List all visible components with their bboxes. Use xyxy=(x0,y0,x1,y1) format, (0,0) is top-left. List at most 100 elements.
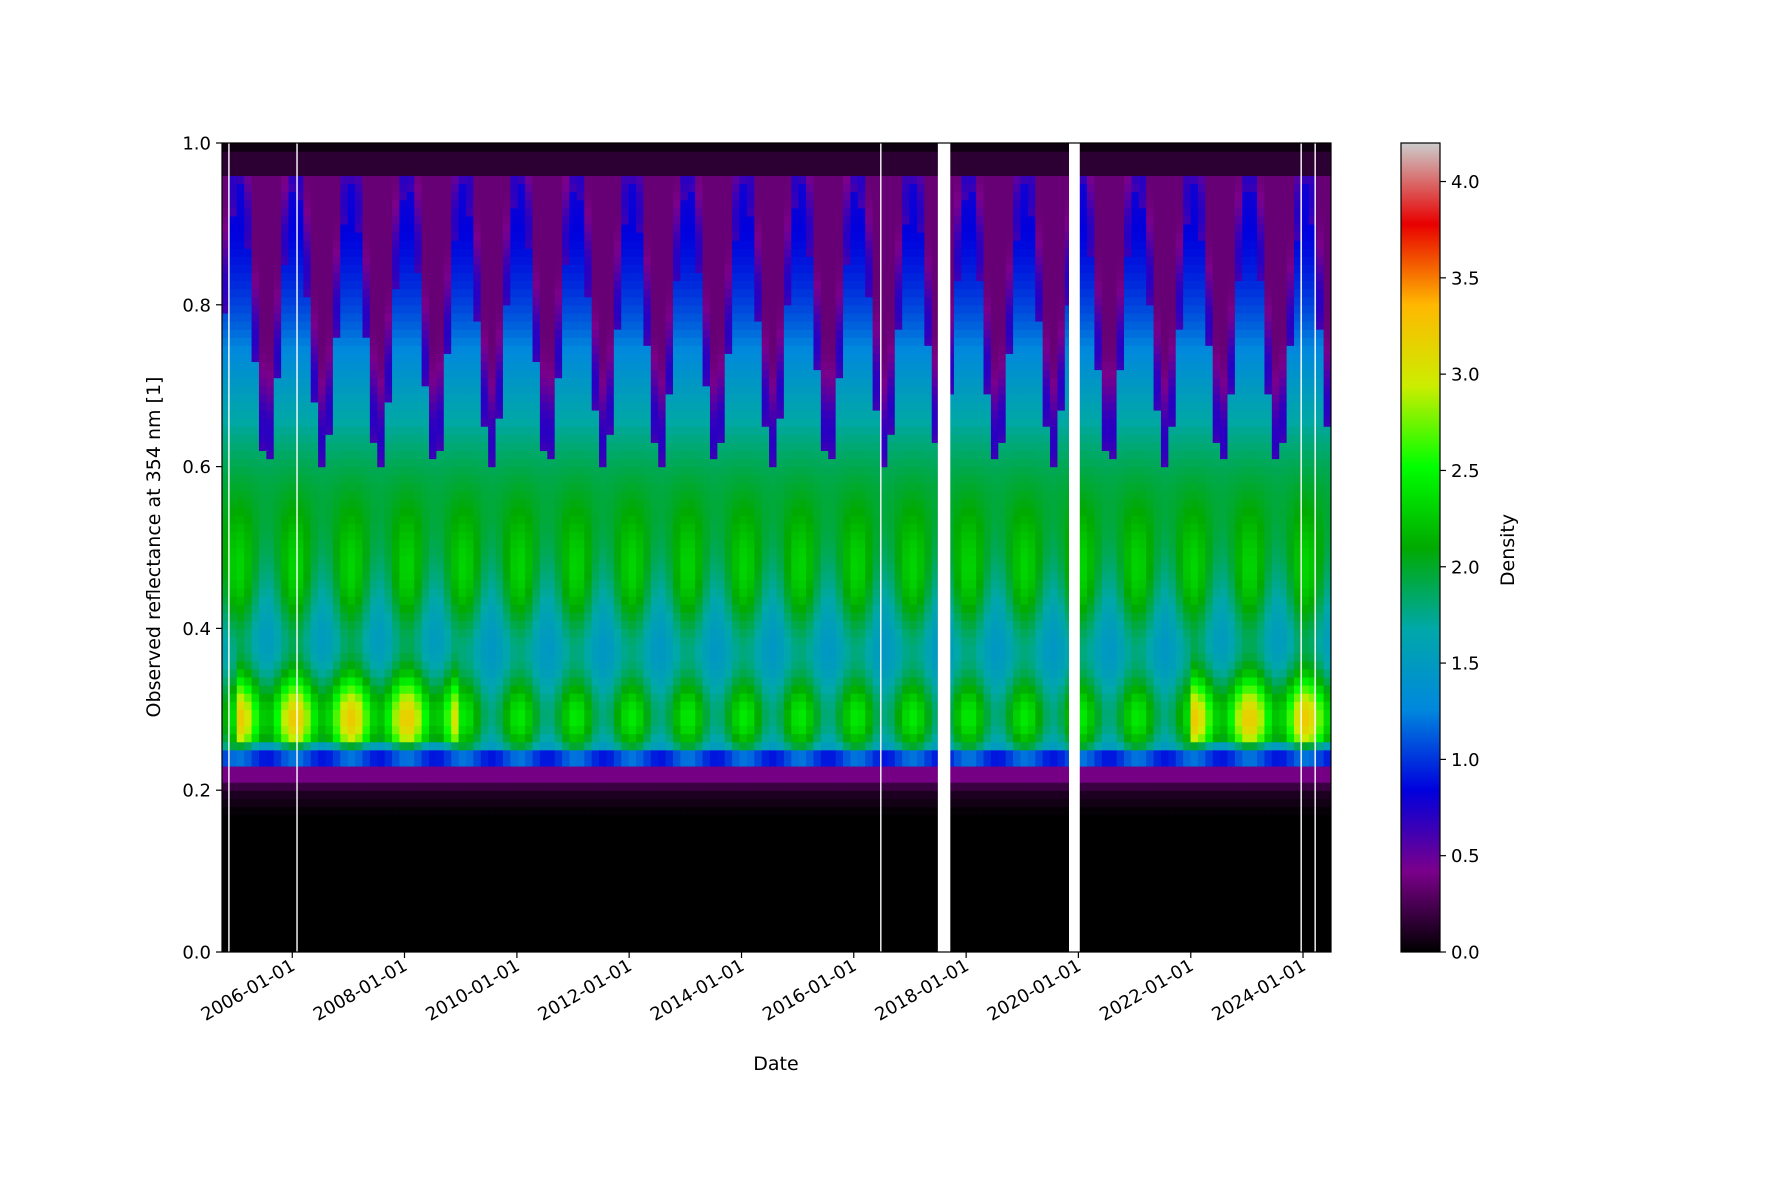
heatmap-cell xyxy=(340,822,349,832)
heatmap-cell xyxy=(281,814,290,824)
heatmap-cell xyxy=(392,434,401,443)
heatmap-cell xyxy=(325,660,334,670)
heatmap-cell xyxy=(340,838,349,848)
heatmap-cell xyxy=(340,749,349,759)
heatmap-cell xyxy=(547,474,556,484)
heatmap-cell xyxy=(414,434,423,443)
heatmap-cell xyxy=(517,685,526,694)
heatmap-cell xyxy=(229,790,238,799)
heatmap-cell xyxy=(222,668,230,678)
heatmap-cell xyxy=(465,296,474,306)
heatmap-cell xyxy=(458,175,467,185)
heatmap-cell xyxy=(406,644,415,654)
heatmap-cell xyxy=(532,628,541,638)
heatmap-cell xyxy=(539,790,548,799)
heatmap-cell xyxy=(436,943,445,952)
heatmap-cell xyxy=(429,361,437,371)
heatmap-cell xyxy=(347,660,356,670)
heatmap-cell xyxy=(303,757,312,767)
heatmap-cell xyxy=(473,935,482,945)
heatmap-cell xyxy=(273,676,282,686)
heatmap-cell xyxy=(495,838,504,848)
heatmap-cell xyxy=(480,782,489,791)
heatmap-cell xyxy=(473,863,482,872)
heatmap-cell xyxy=(399,547,408,557)
heatmap-cell xyxy=(451,296,460,306)
heatmap-cell xyxy=(229,223,238,233)
heatmap-cell xyxy=(406,571,415,581)
heatmap-cell xyxy=(340,175,349,185)
heatmap-cell xyxy=(458,183,467,193)
heatmap-cell xyxy=(303,256,312,265)
heatmap-cell xyxy=(488,596,497,605)
heatmap-cell xyxy=(303,183,312,193)
heatmap-cell xyxy=(473,830,482,840)
heatmap-cell xyxy=(273,571,282,581)
heatmap-cell xyxy=(288,482,297,492)
heatmap-cell xyxy=(562,838,571,848)
heatmap-cell xyxy=(399,919,408,929)
heatmap-cell xyxy=(295,782,304,791)
heatmap-cell xyxy=(392,280,401,290)
heatmap-cell xyxy=(310,361,319,371)
heatmap-cell xyxy=(517,183,526,193)
heatmap-cell xyxy=(436,846,445,856)
heatmap-cell xyxy=(392,919,401,929)
heatmap-cell xyxy=(443,660,452,670)
heatmap-cell xyxy=(295,620,304,629)
heatmap-cell xyxy=(281,895,290,905)
heatmap-cell xyxy=(547,838,556,848)
heatmap-cell xyxy=(258,531,267,541)
heatmap-cell xyxy=(377,515,386,524)
heatmap-cell xyxy=(347,798,356,807)
heatmap-cell xyxy=(576,426,585,435)
heatmap-cell xyxy=(347,207,356,217)
heatmap-cell xyxy=(310,474,319,484)
heatmap-cell xyxy=(436,361,445,371)
heatmap-cell xyxy=(495,596,504,605)
heatmap-cell xyxy=(525,240,534,249)
heatmap-cell xyxy=(539,709,548,718)
heatmap-cell xyxy=(222,450,230,460)
heatmap-cell xyxy=(222,612,230,621)
heatmap-cell xyxy=(547,256,556,265)
heatmap-cell xyxy=(251,765,260,775)
heatmap-cell xyxy=(525,458,534,468)
heatmap-cell xyxy=(355,264,364,274)
heatmap-cell xyxy=(576,822,585,832)
heatmap-cell xyxy=(584,806,593,816)
heatmap-cell xyxy=(236,636,245,646)
heatmap-cell xyxy=(554,717,563,727)
heatmap-cell xyxy=(347,725,356,735)
heatmap-cell xyxy=(251,223,260,233)
heatmap-cell xyxy=(525,409,534,419)
heatmap-cell xyxy=(429,660,437,670)
heatmap-cell xyxy=(517,175,526,185)
heatmap-cell xyxy=(369,903,378,913)
heatmap-cell xyxy=(244,223,253,233)
heatmap-cell xyxy=(414,223,423,233)
heatmap-cell xyxy=(547,361,556,371)
heatmap-cell xyxy=(392,806,401,816)
heatmap-cell xyxy=(325,207,334,217)
heatmap-cell xyxy=(384,798,393,807)
heatmap-cell xyxy=(414,911,423,921)
heatmap-cell xyxy=(318,822,327,832)
heatmap-cell xyxy=(258,167,267,176)
heatmap-cell xyxy=(576,401,585,411)
heatmap-cell xyxy=(325,474,334,484)
heatmap-cell xyxy=(458,304,467,314)
heatmap-cell xyxy=(421,490,430,500)
heatmap-cell xyxy=(384,369,393,379)
heatmap-cell xyxy=(369,539,378,549)
heatmap-cell xyxy=(502,215,511,225)
heatmap-cell xyxy=(384,296,393,306)
heatmap-cell xyxy=(458,871,467,880)
heatmap-cell xyxy=(525,911,534,921)
heatmap-cell xyxy=(355,320,364,330)
heatmap-cell xyxy=(273,385,282,395)
heatmap-cell xyxy=(332,401,341,411)
heatmap-cell xyxy=(488,337,497,346)
heatmap-cell xyxy=(547,312,556,322)
heatmap-cell xyxy=(369,515,378,524)
